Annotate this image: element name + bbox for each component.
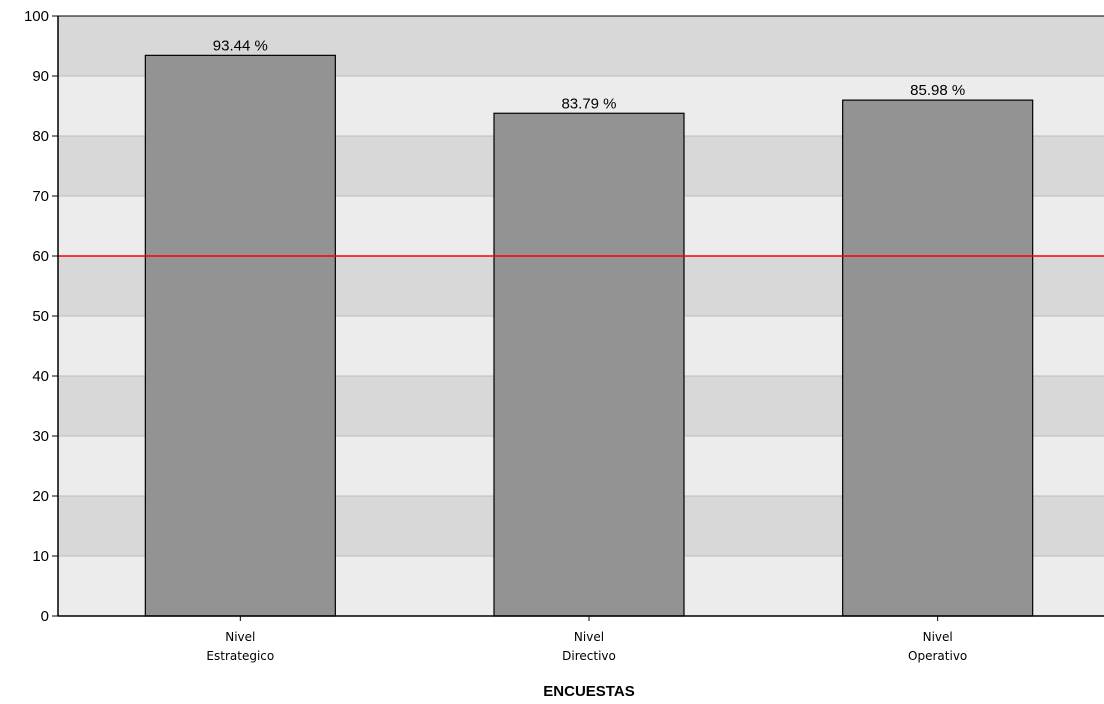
x-tick-label: Nivel xyxy=(225,630,255,644)
y-tick-label: 10 xyxy=(32,548,49,565)
bar xyxy=(144,54,336,617)
x-tick-label: Nivel xyxy=(574,630,604,644)
y-tick-label: 60 xyxy=(32,248,49,265)
data-label: 83.79 % xyxy=(561,95,616,112)
bar xyxy=(493,112,685,617)
y-tick-label: 0 xyxy=(41,608,49,625)
y-tick-label: 30 xyxy=(32,428,49,445)
y-tick-label: 80 xyxy=(32,128,49,145)
bars xyxy=(144,54,1034,617)
x-axis-title: ENCUESTAS xyxy=(543,683,634,700)
y-tick-label: 70 xyxy=(32,188,49,205)
y-tick-label: 40 xyxy=(32,368,49,385)
y-tick-label: 50 xyxy=(32,308,49,325)
x-tick-label: Nivel xyxy=(923,630,953,644)
y-tick-label: 90 xyxy=(32,68,49,85)
data-labels: 93.44 % 83.79 % 85.98 % xyxy=(213,37,965,112)
data-label: 93.44 % xyxy=(213,37,268,54)
x-category-labels: Nivel Estrategico Nivel Directivo Nivel Opera… xyxy=(206,616,967,663)
data-label: 85.98 % xyxy=(910,82,965,99)
y-tick-label: 20 xyxy=(32,488,49,505)
y-tick-label: 100 xyxy=(24,8,49,25)
x-tick-label: Directivo xyxy=(562,649,616,663)
x-tick-label: Operativo xyxy=(908,649,967,663)
y-tick-labels: 0 10 20 30 40 50 60 70 80 90 100 xyxy=(24,8,58,625)
bar xyxy=(842,99,1034,617)
x-tick-label: Estrategico xyxy=(206,649,274,663)
